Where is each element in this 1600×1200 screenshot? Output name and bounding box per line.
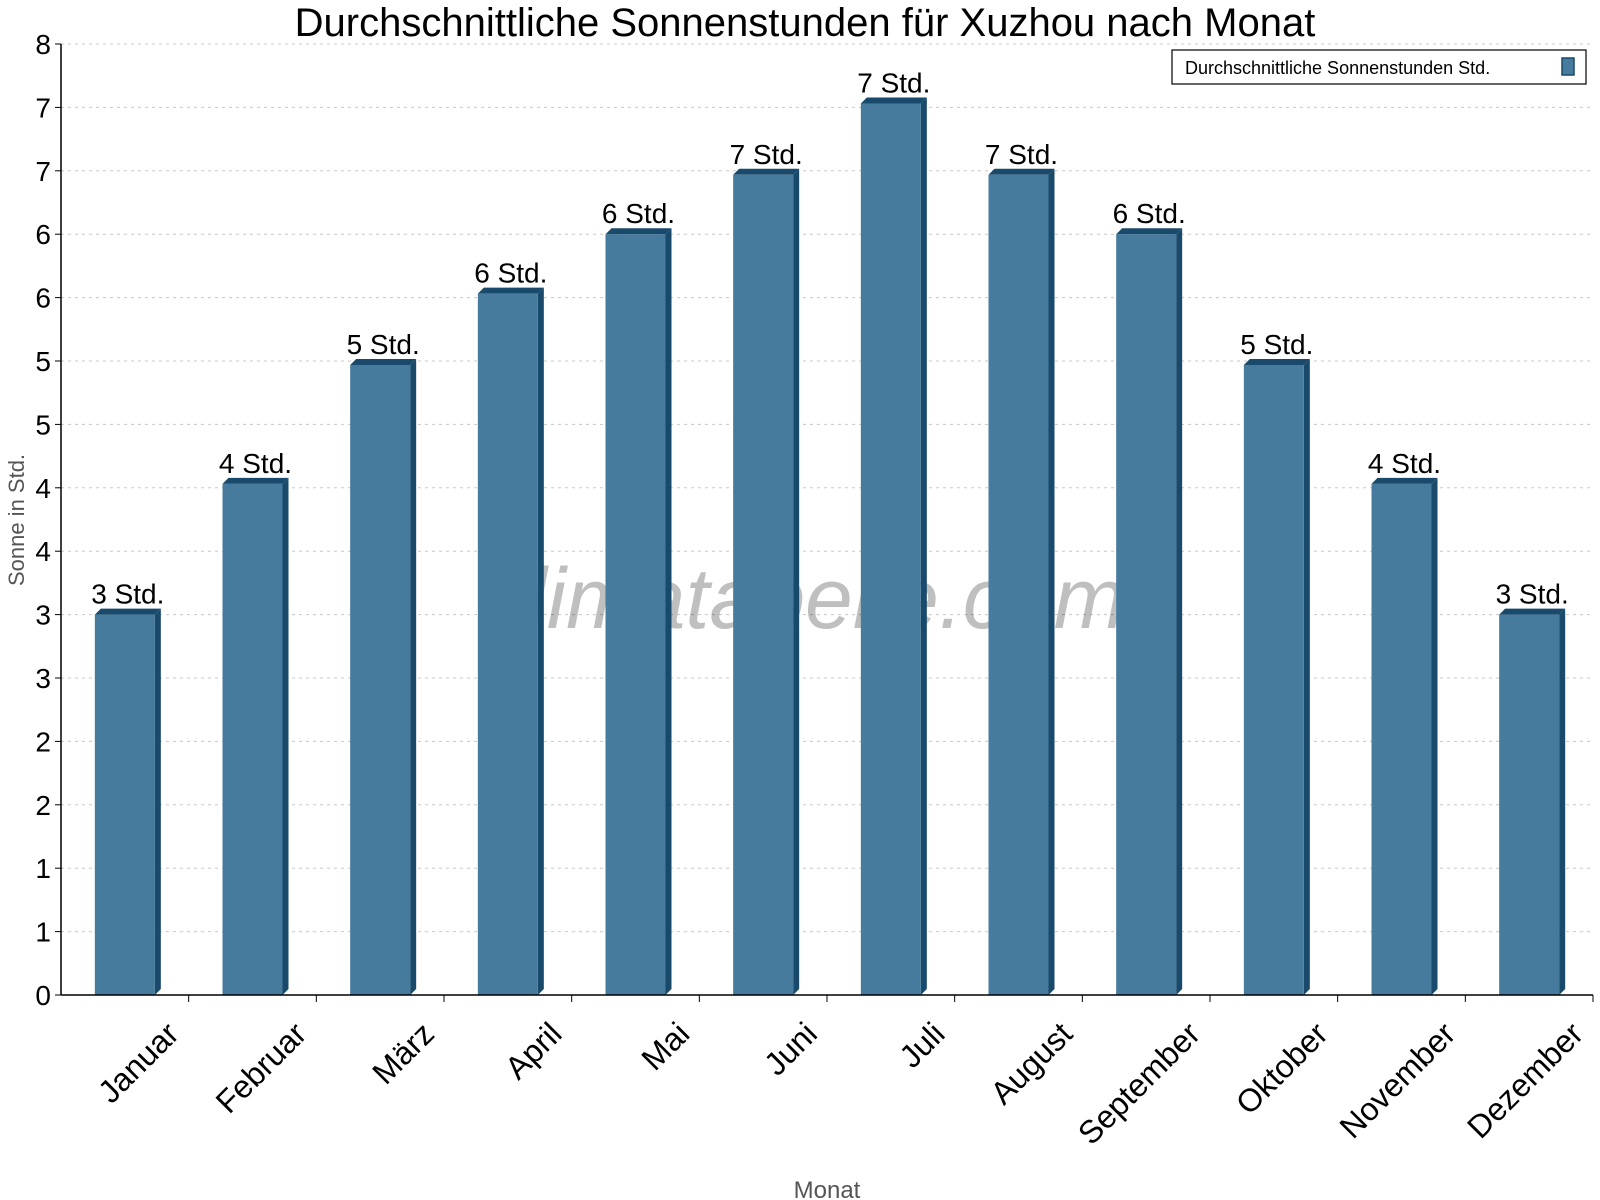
- bar-side: [1176, 228, 1183, 995]
- x-tick-label: Juli: [892, 1015, 951, 1074]
- y-tick-label: 0: [35, 980, 51, 1011]
- bar-top: [988, 168, 1055, 175]
- y-tick-label: 8: [35, 29, 51, 60]
- bar-side: [410, 358, 417, 995]
- data-label: 7 Std.: [985, 139, 1058, 170]
- y-tick-label: 4: [35, 473, 51, 504]
- bar-side: [282, 477, 289, 995]
- data-label: 4 Std.: [219, 448, 292, 479]
- bar-top: [222, 477, 289, 484]
- data-label: 7 Std.: [730, 139, 803, 170]
- legend-box: [1171, 49, 1587, 85]
- bar-side: [1303, 358, 1310, 995]
- y-tick-label: 2: [35, 790, 51, 821]
- x-tick-label: Februar: [209, 1015, 314, 1120]
- x-tick-label: November: [1332, 1015, 1462, 1145]
- bar-side: [1048, 168, 1055, 995]
- bar-top: [94, 608, 161, 615]
- bar: [1243, 364, 1304, 995]
- y-tick-label: 7: [35, 92, 51, 123]
- bar-side: [665, 228, 672, 995]
- bar: [860, 103, 921, 995]
- bar: [1116, 234, 1177, 995]
- x-axis-label: Monat: [794, 1177, 861, 1200]
- x-tick-label: März: [365, 1015, 441, 1091]
- bar: [350, 364, 411, 995]
- bar-top: [605, 228, 672, 235]
- y-axis-label: Sonne in Std.: [4, 454, 29, 586]
- bar: [1499, 614, 1560, 995]
- x-tick-label: Januar: [91, 1015, 186, 1110]
- y-tick-label: 1: [35, 917, 51, 948]
- bar-top: [477, 287, 544, 294]
- data-label: 3 Std.: [1496, 579, 1569, 610]
- y-tick-label: 1: [35, 853, 51, 884]
- data-label: 3 Std.: [91, 579, 164, 610]
- bar: [94, 614, 155, 995]
- bar-side: [793, 168, 800, 995]
- bar: [1371, 483, 1432, 995]
- data-label: 6 Std.: [474, 258, 547, 289]
- bar: [733, 174, 794, 995]
- bar-top: [860, 97, 927, 104]
- y-tick-label: 6: [35, 283, 51, 314]
- bar-top: [1371, 477, 1438, 484]
- x-tick-label: Juni: [757, 1015, 824, 1082]
- data-label: 4 Std.: [1368, 448, 1441, 479]
- bar-top: [350, 358, 417, 365]
- data-label: 6 Std.: [602, 198, 675, 229]
- bar-top: [733, 168, 800, 175]
- bar-side: [920, 97, 927, 995]
- y-tick-label: 7: [35, 156, 51, 187]
- x-tick-label: Dezember: [1460, 1015, 1590, 1145]
- y-tick-label: 2: [35, 726, 51, 757]
- x-tick-label: Mai: [634, 1015, 696, 1077]
- bar-top: [1116, 228, 1183, 235]
- legend: Durchschnittliche Sonnenstunden Std.: [1171, 49, 1587, 85]
- bar-side: [1559, 608, 1566, 995]
- bar: [605, 234, 666, 995]
- bar-side: [537, 287, 544, 995]
- bar-side: [154, 608, 161, 995]
- data-label: 6 Std.: [1113, 198, 1186, 229]
- x-tick-label: September: [1071, 1015, 1207, 1151]
- bar-top: [1243, 358, 1310, 365]
- y-tick-label: 3: [35, 663, 51, 694]
- chart-title: Durchschnittliche Sonnenstunden für Xuzh…: [295, 1, 1316, 45]
- y-tick-label: 5: [35, 409, 51, 440]
- bar-top: [1499, 608, 1566, 615]
- data-label: 7 Std.: [857, 67, 930, 98]
- legend-label: Durchschnittliche Sonnenstunden Std.: [1185, 58, 1490, 78]
- x-tick-label: April: [498, 1015, 569, 1086]
- bar-side: [1431, 477, 1438, 995]
- y-tick-label: 5: [35, 346, 51, 377]
- bar: [988, 174, 1049, 995]
- y-tick-label: 6: [35, 219, 51, 250]
- bar: [222, 483, 283, 995]
- x-tick-label: Oktober: [1229, 1015, 1335, 1121]
- legend-swatch: [1561, 57, 1575, 76]
- y-tick-label: 3: [35, 600, 51, 631]
- data-label: 5 Std.: [347, 329, 420, 360]
- y-tick-label: 4: [35, 536, 51, 567]
- bar: [477, 293, 538, 995]
- x-tick-label: August: [983, 1015, 1079, 1111]
- data-label: 5 Std.: [1240, 329, 1313, 360]
